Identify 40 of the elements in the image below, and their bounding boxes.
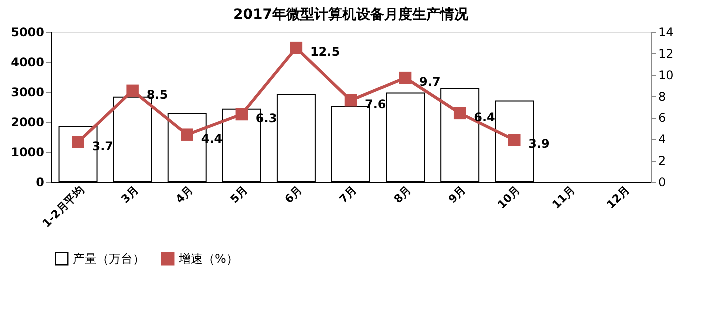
legend-label: 增速（%） [178, 252, 238, 266]
y2-tick-label: 12 [658, 46, 674, 61]
point [126, 84, 139, 98]
x-tick-label: 6月 [282, 184, 305, 206]
y2-tick-label: 14 [658, 26, 674, 40]
x-tick-label: 3月 [118, 184, 142, 206]
x-tick-label: 7月 [337, 184, 360, 206]
point [454, 107, 466, 120]
y2-tick-label: 10 [658, 68, 674, 82]
x-tick-label: 4月 [173, 184, 196, 206]
x-tick-label: 8月 [392, 184, 414, 206]
y2-tick-label: 2 [658, 154, 666, 168]
x-tick-label: 5月 [228, 184, 250, 206]
x-tick-label: 10月 [495, 184, 524, 212]
point [508, 134, 521, 146]
y2-tick-label: 4 [658, 132, 666, 147]
point [236, 108, 248, 121]
y-tick-label: 4000 [11, 56, 44, 70]
point [399, 72, 412, 84]
y2-tick-label: 0 [658, 176, 666, 190]
y-tick-label: 0 [36, 176, 44, 190]
data-label: 12.5 [310, 45, 340, 60]
legend-label: 产量（万台） [73, 252, 145, 266]
data-label: 8.5 [146, 88, 168, 102]
x-tick-label: 9月 [446, 184, 469, 206]
y2-tick-label: 6 [658, 111, 666, 126]
y-tick-label: 2000 [11, 116, 44, 130]
chart-title: 2017年微型计算机设备月度生产情况 [234, 6, 470, 23]
point [290, 42, 303, 54]
y-tick-label: 5000 [11, 26, 44, 40]
point [72, 136, 84, 148]
data-label: 7.6 [365, 98, 386, 112]
y-tick-label: 3000 [11, 86, 44, 100]
x-tick-label: 11月 [550, 184, 578, 212]
y-tick-label: 1000 [11, 146, 44, 160]
y2-tick-label: 8 [658, 90, 666, 104]
data-label: 9.7 [420, 75, 441, 90]
x-tick-label: 12月 [604, 184, 632, 212]
point [344, 94, 358, 107]
point [181, 128, 194, 141]
